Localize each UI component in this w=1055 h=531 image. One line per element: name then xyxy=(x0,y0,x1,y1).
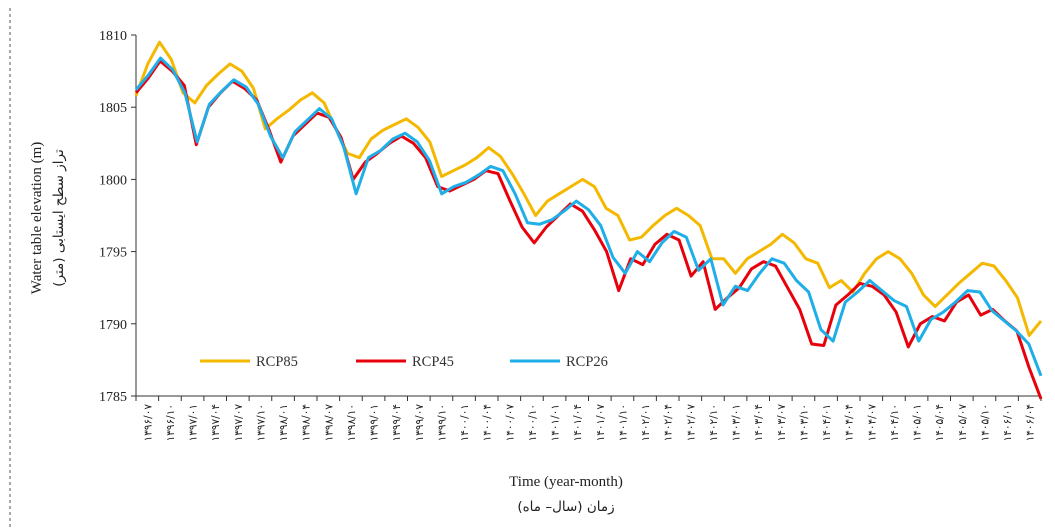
x-tick-label: ۱۳۹۸/۱۰ xyxy=(346,404,358,441)
y-tick-label: 1805 xyxy=(99,101,127,116)
series-line-rcp45 xyxy=(134,59,1043,400)
y-tick-label: 1795 xyxy=(99,246,127,261)
x-tick-label: ۱۴۰۶/۰۴ xyxy=(1025,404,1037,441)
series-line-rcp26 xyxy=(134,56,1043,377)
x-tick-label: ۱۴۰۵/۱۰ xyxy=(979,404,991,441)
x-tick-label: ۱۴۰۶/۰۱ xyxy=(1002,404,1014,441)
y-axis-title-fa: تراز سطح ایستابی (متر) xyxy=(51,149,67,287)
x-tick-label: ۱۴۰۴/۰۴ xyxy=(844,404,856,441)
legend-label-rcp45: RCP45 xyxy=(412,354,454,370)
y-axis-title: Water table elevation (m) xyxy=(29,142,45,294)
x-tick-label: ۱۴۰۴/۰۱ xyxy=(821,404,833,441)
legend-label-rcp26: RCP26 xyxy=(566,354,608,370)
x-tick-label: ۱۳۹۹/۰۴ xyxy=(391,404,403,441)
x-tick-label: ۱۳۹۸/۰۱ xyxy=(278,404,290,441)
x-axis-title-fa: زمان (سال– ماه) xyxy=(517,499,614,515)
x-tick-label: ۱۳۹۶/۱۰ xyxy=(165,404,177,441)
x-tick-label: ۱۳۹۷/۰۱ xyxy=(188,404,200,441)
x-tick-label: ۱۴۰۱/۰۷ xyxy=(595,404,607,442)
x-tick-label: ۱۴۰۲/۰۱ xyxy=(640,404,652,441)
legend: RCP85 RCP45 RCP26 xyxy=(200,354,608,370)
x-tick-label: ۱۴۰۰/۰۱ xyxy=(459,404,471,441)
y-tick-label: 1800 xyxy=(99,173,127,188)
x-tick-label: ۱۴۰۵/۰۱ xyxy=(912,404,924,441)
x-tick-label: ۱۴۰۱/۱۰ xyxy=(617,404,629,441)
x-tick-label: ۱۳۹۹/۱۰ xyxy=(436,404,448,441)
x-tick-label: ۱۴۰۵/۰۴ xyxy=(934,404,946,441)
x-tick-label: ۱۴۰۳/۰۱ xyxy=(731,404,743,441)
x-tick-labels: ۱۳۹۶/۰۷ ۱۳۹۶/۱۰ ۱۳۹۷/۰۱ ۱۳۹۷/۰۴ ۱۳۹۷/۰۷ ۱۳۹۷/… xyxy=(135,396,1042,442)
x-tick-label: ۱۴۰۱/۰۱ xyxy=(550,404,562,441)
y-tick-label: 1785 xyxy=(99,390,127,405)
series-line-rcp85 xyxy=(134,40,1043,337)
x-tick-label: ۱۴۰۰/۱۰ xyxy=(527,404,539,441)
x-tick-label: ۱۴۰۰/۰۷ xyxy=(504,404,516,442)
y-tick-label: 1790 xyxy=(99,318,127,333)
y-tick-label: 1810 xyxy=(99,29,127,44)
x-tick-label: ۱۳۹۷/۰۴ xyxy=(210,404,222,441)
x-tick-label: ۱۳۹۷/۰۷ xyxy=(233,404,245,442)
y-tick-labels: 1785 1790 1795 1800 1805 1810 xyxy=(99,29,136,405)
x-tick-label: ۱۳۹۸/۰۷ xyxy=(323,404,335,442)
x-tick-label: ۱۴۰۴/۰۷ xyxy=(866,404,878,442)
x-tick-label: ۱۴۰۳/۰۷ xyxy=(776,404,788,442)
x-tick-label: ۱۴۰۴/۱۰ xyxy=(889,404,901,441)
x-tick-label: ۱۴۰۳/۱۰ xyxy=(798,404,810,441)
x-tick-label: ۱۴۰۳/۰۴ xyxy=(753,404,765,441)
x-tick-label: ۱۴۰۲/۰۴ xyxy=(663,404,675,441)
x-tick-label: ۱۳۹۹/۰۷ xyxy=(414,404,426,442)
x-tick-label: ۱۳۹۷/۱۰ xyxy=(255,404,267,441)
x-tick-label: ۱۳۹۸/۰۴ xyxy=(301,404,313,441)
x-tick-label: ۱۴۰۵/۰۷ xyxy=(957,404,969,442)
x-axis-title: Time (year-month) xyxy=(509,474,623,490)
series-lines xyxy=(134,40,1043,400)
legend-label-rcp85: RCP85 xyxy=(256,354,298,370)
x-tick-label: ۱۴۰۰/۰۴ xyxy=(482,404,494,441)
x-tick-label: ۱۳۹۶/۰۷ xyxy=(142,404,154,442)
x-tick-label: ۱۴۰۱/۰۴ xyxy=(572,404,584,441)
x-tick-label: ۱۴۰۲/۰۷ xyxy=(685,404,697,442)
x-tick-label: ۱۳۹۹/۰۱ xyxy=(369,404,381,441)
x-tick-label: ۱۴۰۲/۱۰ xyxy=(708,404,720,441)
